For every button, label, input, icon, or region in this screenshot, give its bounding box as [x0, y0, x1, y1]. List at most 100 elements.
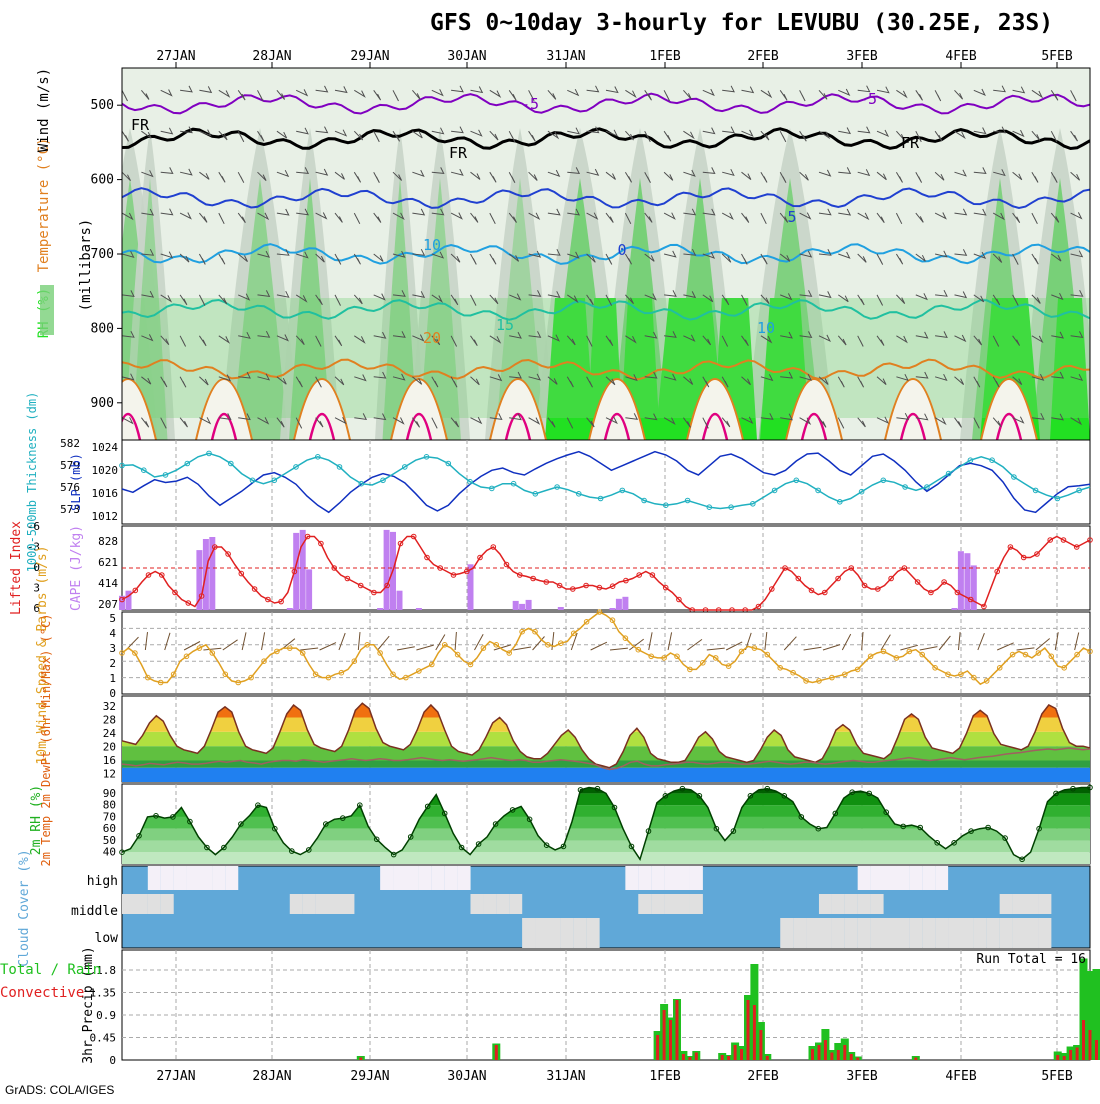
precip-convective-bar: [676, 1000, 679, 1060]
temp2m-tick: 16: [103, 754, 116, 767]
cape-bar: [416, 608, 422, 610]
precip-convective-bar: [850, 1054, 853, 1060]
cloud-gap-middle: [329, 894, 342, 914]
cape-bar: [196, 550, 202, 610]
cloud-gap-low: [832, 918, 845, 948]
precip-convective-bar: [1089, 1030, 1092, 1060]
cape-bar: [558, 607, 564, 610]
contour-label: FR: [901, 134, 920, 152]
cloud-gap-middle: [664, 894, 677, 914]
cloud-gap-low: [1038, 918, 1051, 948]
temp2m-tick: 24: [103, 727, 117, 740]
cloud-gap-high: [883, 866, 896, 890]
cloud-gap-high: [638, 866, 651, 890]
ylabel-lifted-index: Lifted Index: [9, 521, 24, 615]
date-label-bottom: 5FEB: [1041, 1069, 1072, 1084]
wind10m-tick: 2: [109, 657, 116, 670]
slp-tick: 1024: [92, 441, 119, 454]
precip-convective-bar: [1095, 1040, 1098, 1060]
wind-barb: [1090, 335, 1100, 341]
ylabel-millibars: (millibars): [78, 219, 94, 312]
precip-convective-bar: [1056, 1055, 1059, 1060]
cloud-gap-low: [574, 918, 587, 948]
cloud-gap-high: [935, 866, 948, 890]
precip-convective-bar: [811, 1049, 814, 1060]
cloud-row-label: low: [95, 931, 119, 946]
cloud-gap-high: [445, 866, 458, 890]
precip-convective-bar: [856, 1058, 859, 1061]
cloud-gap-middle: [135, 894, 148, 914]
slp-tick: 1012: [92, 510, 119, 523]
thickness-tick: 582: [60, 437, 80, 450]
precip-tick: 0.9: [96, 1009, 116, 1022]
temp2m-tick: 12: [103, 768, 116, 781]
date-label-bottom: 3FEB: [846, 1069, 877, 1084]
cloud-gap-high: [161, 866, 174, 890]
date-label-top: 5FEB: [1041, 49, 1072, 64]
legend-label: Temperature (°C): [36, 138, 52, 273]
date-label-bottom: 27JAN: [156, 1069, 195, 1084]
cloud-gap-middle: [690, 894, 703, 914]
precip-convective-bar: [656, 1035, 659, 1060]
cloud-gap-low: [793, 918, 806, 948]
cloud-gap-middle: [483, 894, 496, 914]
contour-label: 15: [496, 316, 514, 334]
cloud-gap-middle: [148, 894, 161, 914]
cape-tick: 207: [98, 598, 118, 611]
cloud-gap-high: [858, 866, 871, 890]
date-label-top: 29JAN: [350, 49, 389, 64]
cloud-gap-high: [909, 866, 922, 890]
cape-bar: [526, 600, 532, 610]
date-label-bottom: 28JAN: [252, 1069, 291, 1084]
precip-convective-bar: [759, 1030, 762, 1060]
cloud-gap-middle: [470, 894, 483, 914]
cloud-gap-high: [651, 866, 664, 890]
wind-barb: [1090, 131, 1100, 137]
temp-band: [122, 768, 1090, 782]
credit-label: GrADS: COLA/IGES: [5, 1083, 114, 1097]
rh-legend-swatch: [40, 285, 54, 335]
date-label-top: 31JAN: [546, 49, 585, 64]
ylabel-cloud: Cloud Cover (%): [17, 849, 32, 966]
cape-bar: [519, 604, 525, 610]
rh-band: [122, 852, 1090, 864]
contour-label: -5: [521, 95, 539, 113]
precip-tick: 0: [109, 1054, 116, 1067]
precip-convective-bar: [824, 1040, 827, 1060]
li-tick: -6: [27, 520, 40, 533]
cloud-gap-high: [871, 866, 884, 890]
cape-bar: [377, 608, 383, 610]
cape-bar: [306, 569, 312, 610]
ytick-label: 900: [91, 396, 114, 411]
precip-convective-bar: [740, 1049, 743, 1060]
cloud-gap-middle: [303, 894, 316, 914]
cloud-gap-middle: [316, 894, 329, 914]
cloud-gap-high: [406, 866, 419, 890]
cloud-gap-high: [419, 866, 432, 890]
cloud-gap-middle: [161, 894, 174, 914]
cloud-gap-low: [535, 918, 548, 948]
contour-label: 5: [787, 208, 796, 226]
precip-convective-bar: [830, 1053, 833, 1061]
cloud-gap-middle: [845, 894, 858, 914]
contour-label: FR: [131, 116, 150, 134]
legend-total: Total / Rain: [0, 962, 101, 978]
cloud-gap-low: [522, 918, 535, 948]
wind10m-frame: [122, 612, 1090, 694]
run-total-label: Run Total = 16: [976, 952, 1086, 967]
contour-label: 10: [423, 236, 441, 254]
date-label-bottom: 1FEB: [649, 1069, 680, 1084]
slp-tick: 1016: [92, 487, 119, 500]
wind-barb: [1090, 249, 1100, 255]
cloud-gap-high: [174, 866, 187, 890]
wind-barb: [1090, 418, 1097, 428]
precip-convective-bar: [1063, 1056, 1066, 1060]
cloud-gap-middle: [122, 894, 135, 914]
cloud-gap-low: [1025, 918, 1038, 948]
cloud-gap-low: [987, 918, 1000, 948]
cloud-gap-low: [1000, 918, 1013, 948]
precip-convective-bar: [753, 1005, 756, 1060]
contour-label: 0: [617, 241, 626, 259]
precip-convective-bar: [914, 1058, 917, 1061]
